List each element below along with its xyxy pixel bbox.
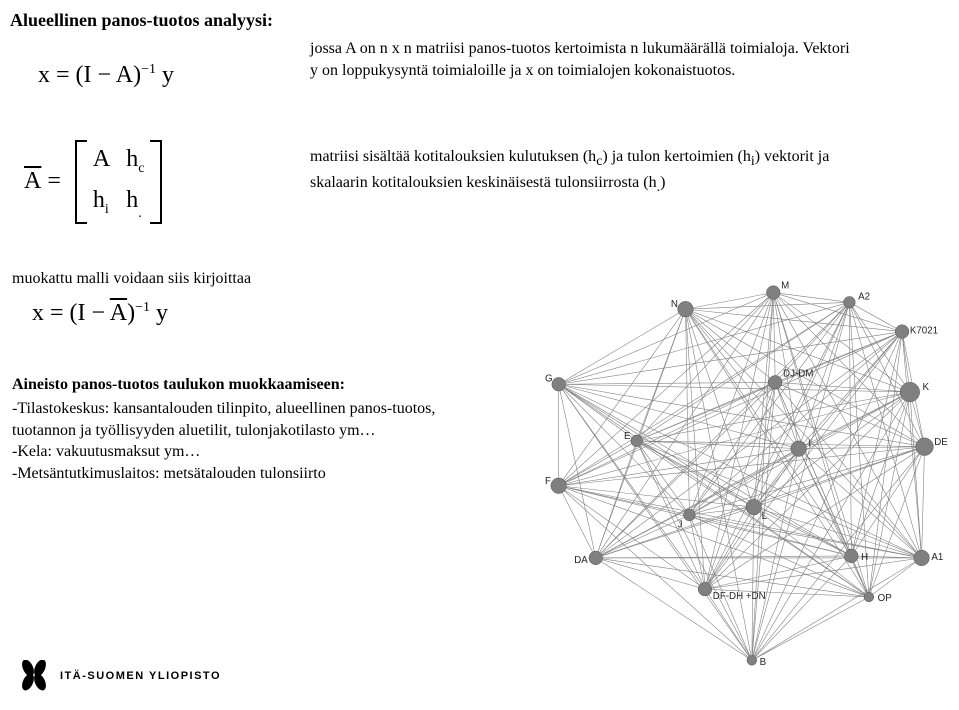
svg-text:DF-DH +DN: DF-DH +DN [713, 591, 766, 602]
eq2-lhs: A [24, 168, 41, 195]
svg-text:B: B [760, 657, 767, 668]
svg-text:F: F [545, 476, 551, 487]
svg-text:K7021: K7021 [910, 326, 938, 337]
svg-text:DE: DE [934, 437, 948, 448]
slide-title: Alueellinen panos-tuotos analyysi: [10, 10, 273, 31]
svg-text:I: I [808, 439, 811, 450]
sources-title: Aineisto panos-tuotos taulukon muokkaami… [12, 376, 345, 394]
svg-text:G: G [545, 373, 553, 384]
equation-1: x = (I − A)−1 y [38, 62, 174, 89]
description-1: jossa A on n x n matriisi panos-tuotos k… [310, 38, 850, 81]
network-diagram: M N A2 K7021 G DJ-DM K E I DE F J L DA H A1 DF-DH +DN OP B [460, 275, 950, 675]
model-text: muokattu malli voidaan siis kirjoittaa [12, 270, 251, 288]
logo-icon [18, 660, 50, 692]
logo-text: ITÄ-SUOMEN YLIOPISTO [60, 670, 221, 682]
svg-text:J: J [678, 520, 683, 531]
svg-text:N: N [671, 299, 678, 310]
svg-text:K: K [923, 382, 930, 393]
equation-2: A = A hc hi h. [24, 140, 162, 224]
svg-text:A2: A2 [858, 291, 870, 302]
sources-list: -Tilastokeskus: kansantalouden tilinpito… [12, 398, 462, 484]
svg-text:DJ-DM: DJ-DM [783, 368, 813, 379]
svg-text:DA: DA [574, 555, 588, 566]
svg-text:M: M [781, 281, 789, 292]
equation-3: x = (I − A)−1 y [32, 300, 168, 327]
svg-text:E: E [624, 431, 631, 442]
svg-text:OP: OP [878, 593, 892, 604]
svg-text:H: H [861, 552, 868, 563]
svg-text:A1: A1 [931, 552, 943, 563]
description-2: matriisi sisältää kotitalouksien kulutuk… [310, 146, 830, 198]
matrix: A hc hi h. [75, 140, 163, 224]
university-logo: ITÄ-SUOMEN YLIOPISTO [18, 660, 221, 692]
svg-text:L: L [762, 511, 768, 522]
